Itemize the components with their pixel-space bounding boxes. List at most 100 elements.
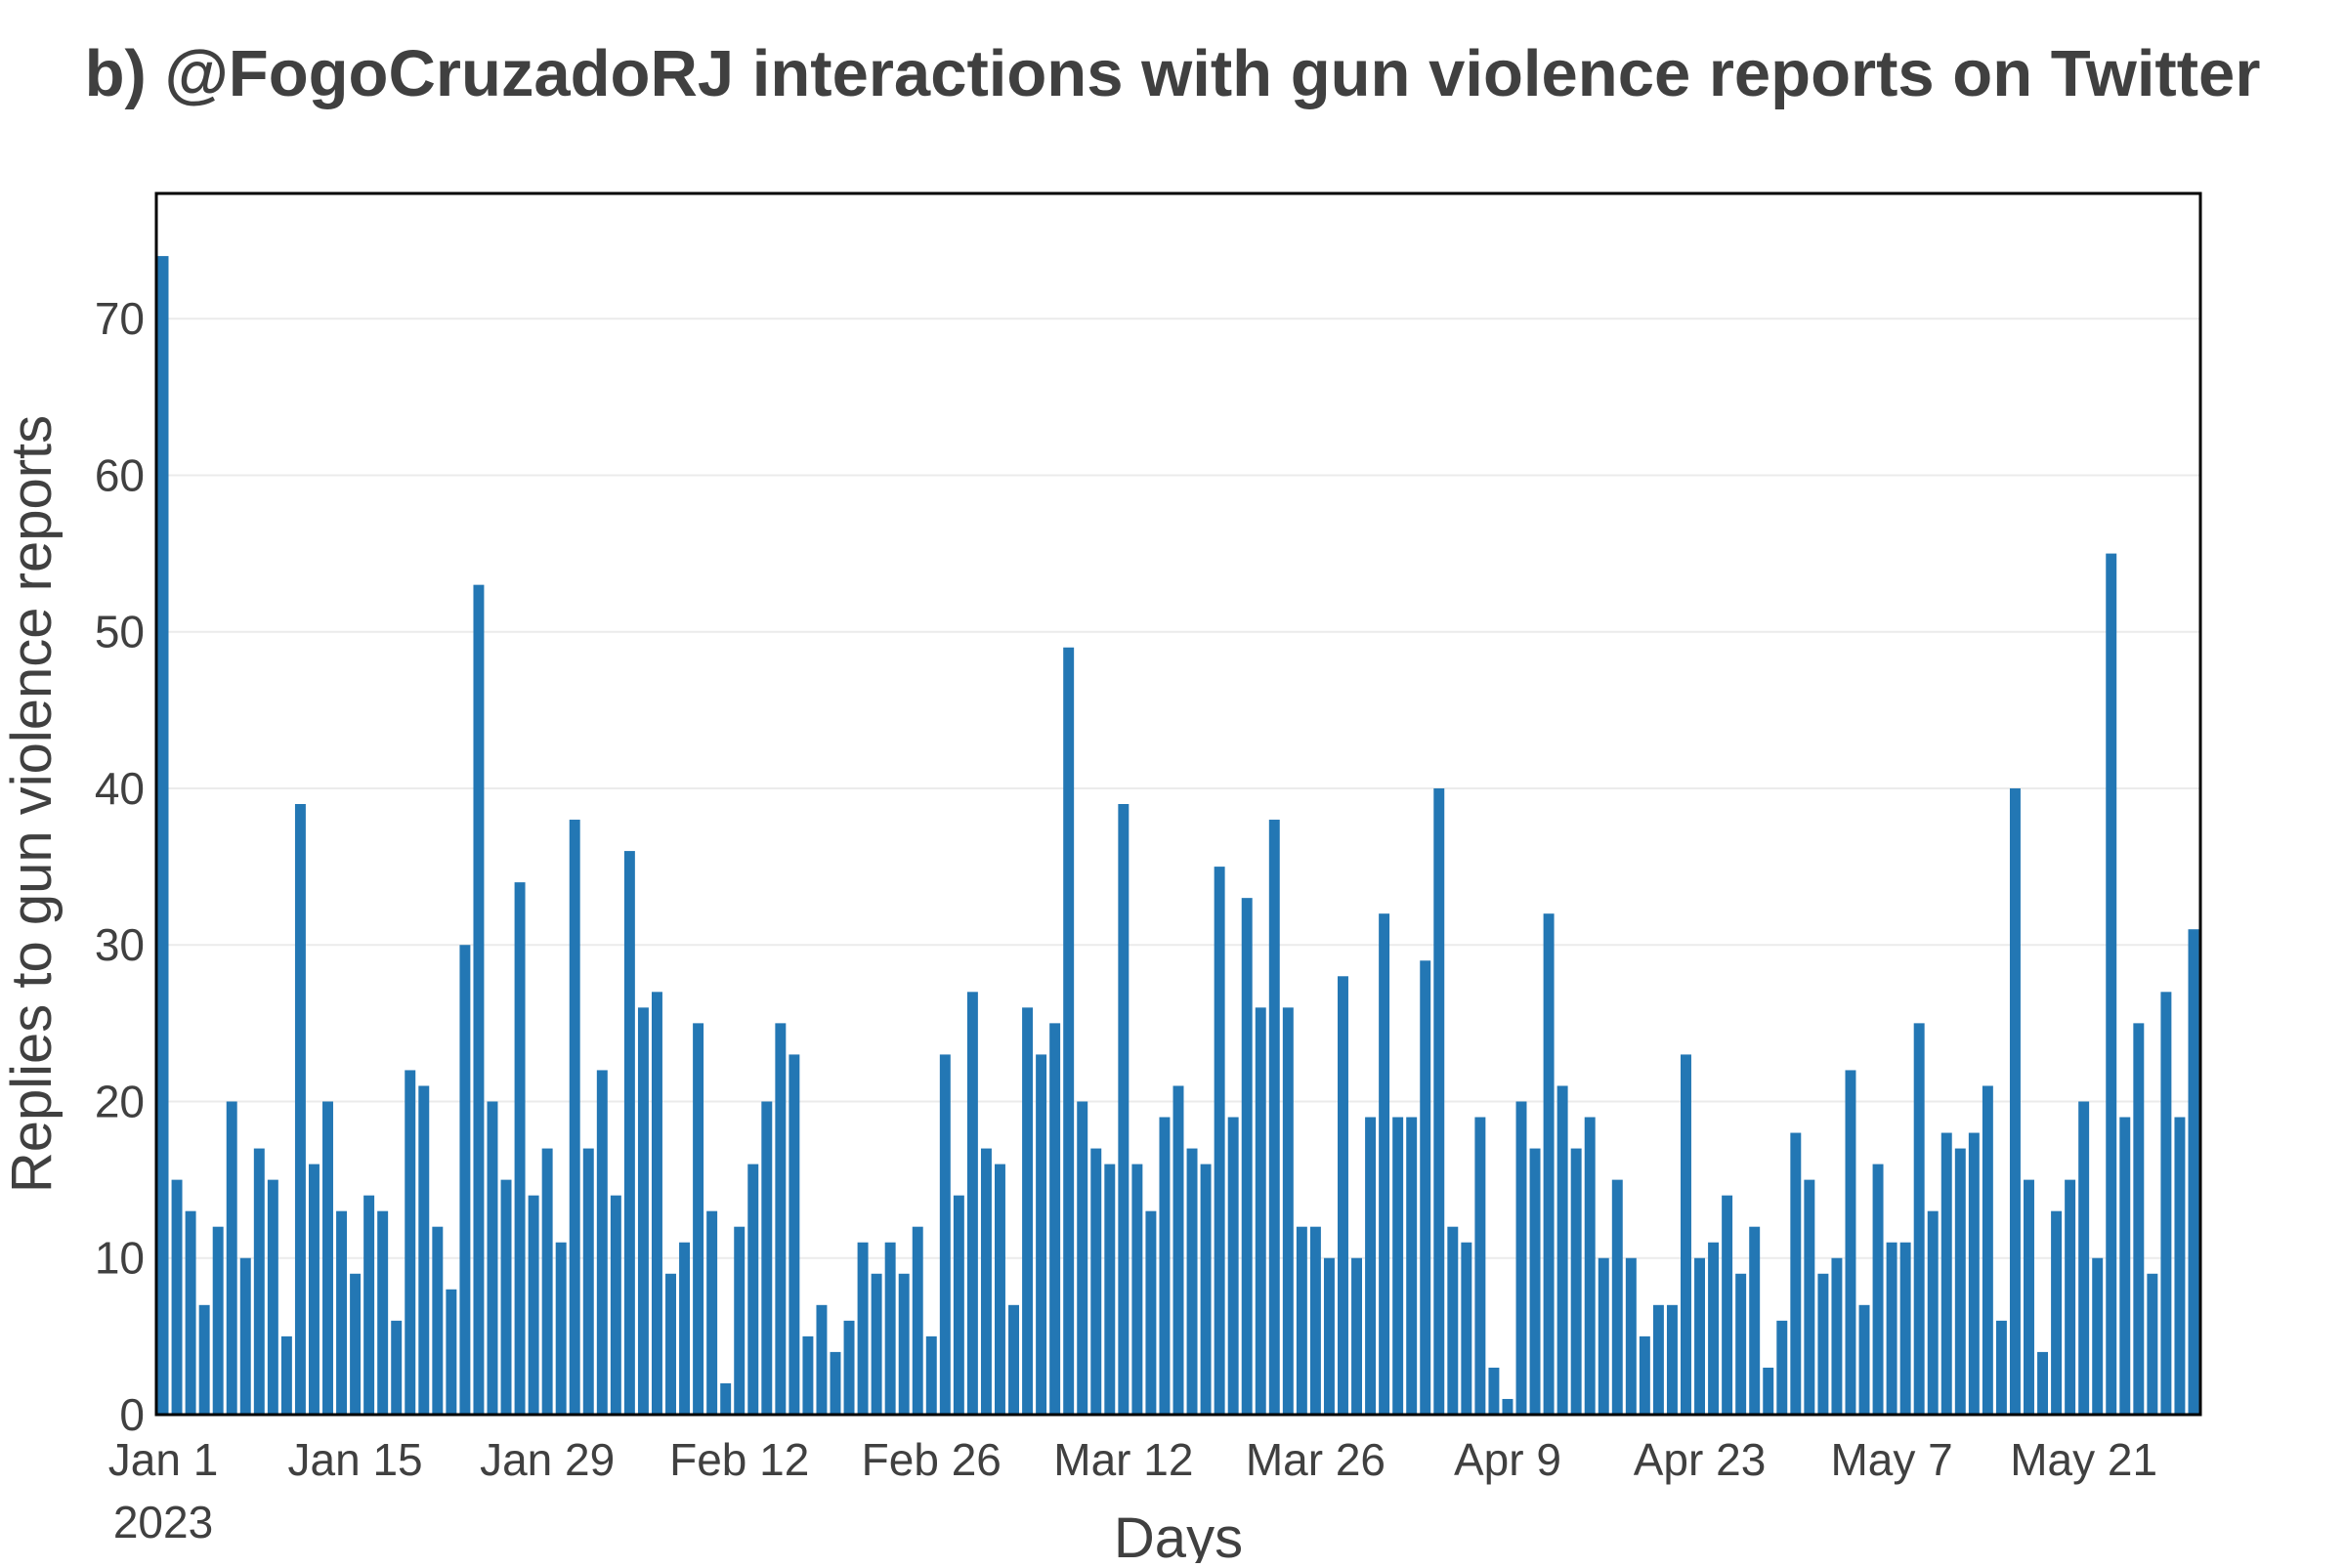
bar <box>459 945 471 1415</box>
x-axis-ticks: Jan 1 2023 Jan 15 Jan 29 Feb 12 Feb 26 Mar 12 M… <box>108 1434 2157 1547</box>
bar <box>2009 787 2021 1415</box>
bar <box>1735 1273 1747 1415</box>
bar <box>2147 1273 2158 1415</box>
bar <box>280 1335 292 1415</box>
bar <box>761 1101 773 1415</box>
bar <box>1488 1367 1500 1415</box>
bar <box>2160 992 2172 1415</box>
bar <box>720 1382 732 1415</box>
bar <box>802 1335 814 1415</box>
bar <box>1625 1257 1637 1415</box>
bars <box>157 256 2199 1416</box>
bar <box>830 1351 841 1415</box>
bar <box>1611 1179 1623 1415</box>
bar <box>582 1148 594 1415</box>
bar <box>1776 1320 1788 1415</box>
bar <box>1982 1085 1993 1415</box>
bar <box>1681 1054 1691 1415</box>
bar <box>1968 1132 1980 1415</box>
x-tick-label: Feb 12 <box>669 1434 809 1485</box>
x-tick-label: Jan 29 <box>480 1434 615 1485</box>
x-tick-label: Mar 26 <box>1246 1434 1386 1485</box>
x-axis-label: Days <box>1114 1506 1243 1563</box>
y-tick-label: 20 <box>95 1076 145 1126</box>
bar <box>1077 1101 1088 1415</box>
bar <box>789 1054 800 1415</box>
bar <box>1749 1226 1761 1415</box>
bar <box>1652 1304 1664 1415</box>
x-tick-label: Apr 23 <box>1634 1434 1767 1485</box>
bar <box>1214 867 1225 1415</box>
bar <box>2078 1101 2090 1415</box>
x-tick-label: May 7 <box>1830 1434 1952 1485</box>
bar <box>1282 1007 1294 1415</box>
bar <box>1804 1179 1815 1415</box>
bar <box>857 1242 869 1415</box>
bar <box>1159 1117 1171 1415</box>
bar <box>239 1257 251 1415</box>
bar <box>2037 1351 2049 1415</box>
bar <box>1598 1257 1609 1415</box>
bar <box>1227 1117 1239 1415</box>
bar <box>405 1070 416 1415</box>
bar <box>1392 1117 1404 1415</box>
x-tick-label: Jan 1 <box>108 1434 219 1485</box>
bar <box>350 1273 362 1415</box>
bar <box>2092 1257 2104 1415</box>
bar <box>1543 913 1555 1415</box>
bar <box>1927 1210 1939 1415</box>
bar <box>1899 1242 1911 1415</box>
bar <box>843 1320 855 1415</box>
bar <box>2174 1117 2186 1415</box>
bar <box>1529 1148 1541 1415</box>
bar <box>253 1148 265 1415</box>
bar <box>1036 1054 1047 1415</box>
bar <box>871 1273 882 1415</box>
bar <box>198 1304 210 1415</box>
bar <box>912 1226 923 1415</box>
bar <box>1296 1226 1307 1415</box>
bar <box>391 1320 403 1415</box>
bar <box>1447 1226 1459 1415</box>
bar <box>939 1054 951 1415</box>
bar <box>555 1242 567 1415</box>
bar <box>1351 1257 1362 1415</box>
y-tick-label: 50 <box>95 607 145 657</box>
bar <box>679 1242 691 1415</box>
bar <box>528 1195 539 1415</box>
x-tick-year-label: 2023 <box>113 1497 213 1547</box>
bar <box>1365 1117 1377 1415</box>
bar <box>637 1007 649 1415</box>
x-tick-label: Jan 15 <box>288 1434 423 1485</box>
bar <box>2188 929 2199 1415</box>
bar <box>1666 1304 1678 1415</box>
bar <box>336 1210 348 1415</box>
y-tick-label: 40 <box>95 763 145 814</box>
y-tick-label: 0 <box>119 1389 145 1440</box>
bar <box>308 1164 320 1415</box>
y-axis-ticks: 0 10 20 30 40 50 60 70 <box>95 293 145 1440</box>
bar <box>1145 1210 1157 1415</box>
bar <box>1940 1132 1952 1415</box>
bar <box>665 1273 676 1415</box>
bar <box>2065 1179 2076 1415</box>
plot-frame <box>154 191 2202 1417</box>
bar <box>1845 1070 1856 1415</box>
x-tick-label: Mar 12 <box>1053 1434 1193 1485</box>
bar <box>1556 1085 1568 1415</box>
bar <box>995 1164 1005 1415</box>
bar <box>1570 1148 1582 1415</box>
bar <box>2133 1023 2145 1415</box>
bar <box>651 992 662 1415</box>
bar <box>473 584 485 1415</box>
bar <box>1268 820 1280 1415</box>
bar <box>1063 647 1075 1415</box>
bar <box>1022 1007 1034 1415</box>
bar <box>1200 1164 1212 1415</box>
bar <box>1172 1085 1184 1415</box>
bar <box>1708 1242 1720 1415</box>
bar <box>1461 1242 1472 1415</box>
bar <box>734 1226 746 1415</box>
bar <box>1323 1257 1335 1415</box>
bar <box>267 1179 278 1415</box>
